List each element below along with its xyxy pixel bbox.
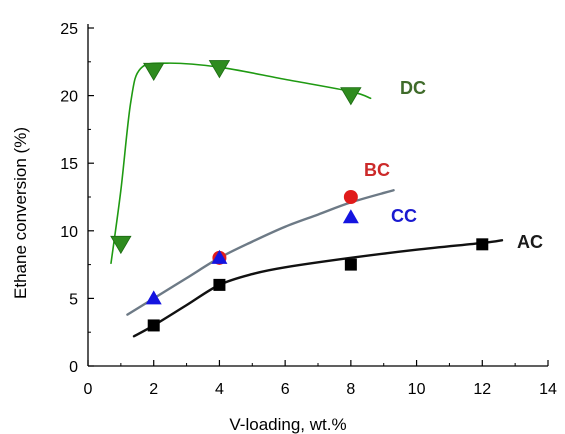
fit-curve-dc — [110, 62, 372, 265]
y-tick-label: 15 — [60, 156, 78, 173]
marker-cc — [342, 209, 359, 224]
x-tick-label: 12 — [473, 381, 491, 398]
x-tick-label: 6 — [281, 381, 290, 398]
fit-curves — [110, 62, 504, 338]
series-label-ac: AC — [517, 232, 543, 252]
y-tick-label: 25 — [60, 21, 78, 38]
marker-ac — [344, 258, 357, 271]
y-tick-label: 10 — [60, 224, 78, 241]
fit-curve-ac — [132, 239, 504, 338]
marker-bc — [343, 190, 358, 204]
x-tick-label: 0 — [84, 381, 93, 398]
marker-ac — [213, 278, 226, 291]
marker-ac — [476, 238, 489, 251]
y-tick-label: 5 — [69, 291, 78, 308]
marker-cc — [211, 249, 228, 264]
series-label-bc: BC — [364, 160, 390, 180]
ticks: 0 2 4 6 8 10 12 14 0 5 10 15 20 25 — [60, 21, 557, 398]
marker-cc — [145, 290, 162, 305]
series-labels: DC BC CC AC — [364, 78, 543, 252]
y-tick-label: 20 — [60, 89, 78, 106]
series-label-dc: DC — [400, 78, 426, 98]
x-tick-label: 4 — [215, 381, 224, 398]
marker-ac — [147, 319, 160, 332]
fit-curve-bc — [126, 189, 395, 316]
x-tick-label: 10 — [408, 381, 426, 398]
x-tick-label: 8 — [346, 381, 355, 398]
y-axis-title: Ethane conversion (%) — [11, 127, 30, 299]
series-label-cc: CC — [391, 206, 417, 226]
x-tick-label: 2 — [149, 381, 158, 398]
marker-dc — [208, 60, 231, 79]
data-markers — [110, 60, 489, 332]
marker-dc — [340, 87, 362, 106]
y-tick-label: 0 — [69, 359, 78, 376]
marker-dc — [110, 235, 132, 255]
marker-dc — [143, 62, 165, 82]
x-tick-label: 14 — [539, 381, 557, 398]
x-axis-title: V-loading, wt.% — [229, 415, 346, 434]
